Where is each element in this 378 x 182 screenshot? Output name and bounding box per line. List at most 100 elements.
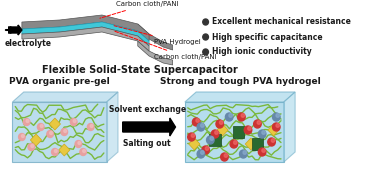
Circle shape [234, 141, 237, 144]
Circle shape [54, 149, 57, 153]
Circle shape [210, 137, 214, 140]
Circle shape [191, 134, 195, 137]
Circle shape [47, 130, 53, 137]
Circle shape [216, 120, 223, 128]
Polygon shape [12, 102, 107, 162]
Circle shape [248, 127, 251, 130]
Circle shape [19, 134, 25, 141]
Text: Solvent exchange: Solvent exchange [108, 105, 186, 114]
Polygon shape [59, 144, 70, 156]
Circle shape [268, 138, 275, 146]
Circle shape [197, 150, 204, 158]
PathPatch shape [22, 15, 149, 41]
Circle shape [28, 143, 35, 151]
Text: Carbon cloth/PANI: Carbon cloth/PANI [114, 31, 217, 60]
Circle shape [203, 49, 208, 55]
Polygon shape [12, 92, 118, 102]
Circle shape [203, 34, 208, 40]
Text: PVA Hydrogel: PVA Hydrogel [114, 26, 201, 45]
Circle shape [75, 141, 82, 147]
Circle shape [240, 150, 247, 158]
Polygon shape [245, 138, 257, 150]
Circle shape [73, 120, 76, 122]
Text: High specific capacitance: High specific capacitance [212, 33, 323, 41]
Circle shape [197, 123, 204, 131]
PathPatch shape [22, 27, 149, 51]
Polygon shape [268, 124, 279, 136]
Circle shape [23, 118, 30, 126]
Circle shape [40, 124, 43, 128]
Circle shape [243, 151, 246, 154]
Circle shape [271, 139, 275, 142]
Circle shape [83, 149, 85, 153]
Text: High ionic conductivity: High ionic conductivity [212, 48, 312, 56]
Polygon shape [252, 138, 263, 150]
Circle shape [230, 140, 238, 148]
Polygon shape [217, 124, 228, 136]
Text: Flexible Solid-State Supercapacitor: Flexible Solid-State Supercapacitor [42, 65, 237, 75]
Circle shape [206, 136, 214, 144]
Circle shape [201, 151, 204, 154]
Circle shape [254, 120, 261, 128]
Text: Carbon cloth/PANI: Carbon cloth/PANI [100, 1, 179, 18]
Polygon shape [6, 25, 22, 35]
Polygon shape [123, 118, 175, 136]
Circle shape [188, 133, 195, 141]
Polygon shape [30, 134, 42, 146]
Circle shape [50, 132, 53, 134]
Circle shape [225, 113, 233, 121]
Circle shape [244, 126, 252, 134]
Circle shape [203, 19, 208, 25]
Circle shape [37, 124, 44, 130]
Polygon shape [233, 126, 244, 138]
Circle shape [276, 124, 279, 127]
Circle shape [220, 121, 223, 124]
Text: PVA organic pre-gel: PVA organic pre-gel [9, 77, 110, 86]
Polygon shape [189, 138, 200, 150]
Circle shape [205, 147, 209, 150]
Circle shape [31, 145, 34, 147]
Circle shape [78, 141, 81, 145]
Polygon shape [185, 92, 295, 102]
Circle shape [241, 114, 245, 117]
Circle shape [262, 131, 265, 134]
Circle shape [26, 120, 29, 122]
Circle shape [61, 128, 68, 136]
Circle shape [70, 118, 77, 126]
Circle shape [221, 153, 228, 161]
Circle shape [273, 113, 280, 121]
Circle shape [22, 134, 24, 137]
Polygon shape [49, 118, 60, 130]
PathPatch shape [138, 24, 173, 50]
Polygon shape [107, 92, 118, 162]
Circle shape [192, 118, 200, 126]
Text: Strong and tough PVA hydrogel: Strong and tough PVA hydrogel [160, 77, 321, 86]
Circle shape [201, 124, 204, 127]
Circle shape [276, 114, 279, 117]
Text: Excellent mechanical resistance: Excellent mechanical resistance [212, 17, 351, 27]
Circle shape [257, 121, 260, 124]
Polygon shape [284, 92, 295, 162]
Circle shape [80, 149, 87, 155]
Circle shape [87, 124, 94, 130]
Text: Salting out: Salting out [123, 139, 171, 148]
Circle shape [202, 146, 209, 154]
Circle shape [259, 130, 266, 138]
Circle shape [90, 124, 93, 128]
PathPatch shape [22, 22, 149, 46]
Polygon shape [209, 134, 221, 146]
Circle shape [273, 123, 280, 131]
Circle shape [259, 148, 266, 156]
Polygon shape [185, 102, 284, 162]
Circle shape [238, 113, 245, 121]
Circle shape [196, 119, 199, 122]
Circle shape [211, 130, 219, 138]
Circle shape [262, 149, 265, 152]
Circle shape [215, 131, 218, 134]
Circle shape [64, 130, 67, 132]
PathPatch shape [138, 41, 173, 65]
Circle shape [229, 114, 232, 117]
Text: electrolyte: electrolyte [5, 39, 52, 48]
Circle shape [224, 154, 228, 157]
Circle shape [51, 149, 58, 155]
